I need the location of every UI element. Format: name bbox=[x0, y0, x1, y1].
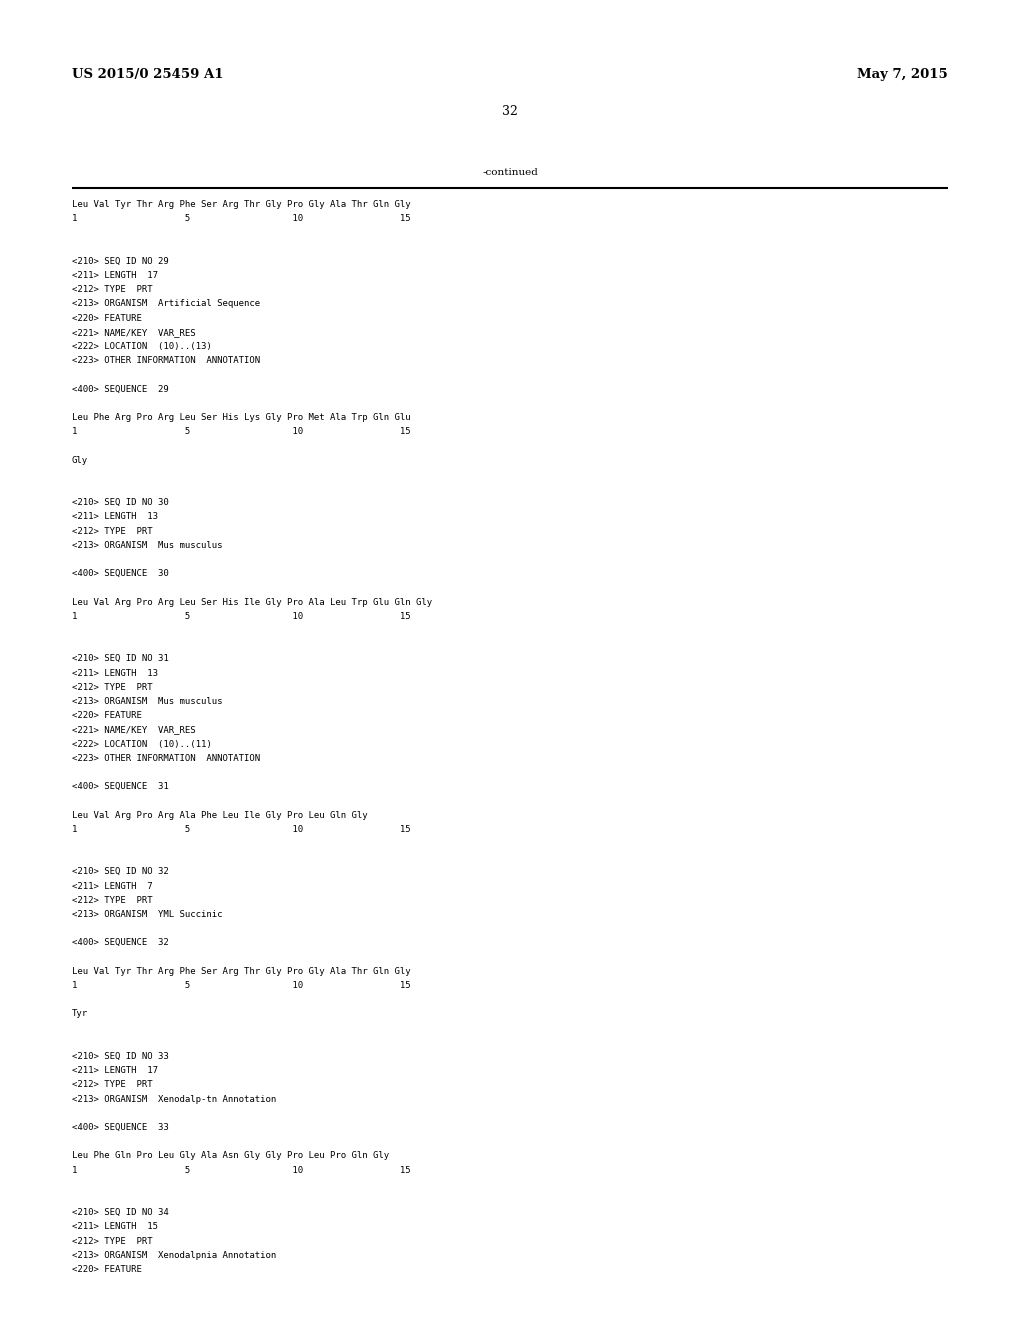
Text: <211> LENGTH  17: <211> LENGTH 17 bbox=[72, 1067, 158, 1076]
Text: <400> SEQUENCE  33: <400> SEQUENCE 33 bbox=[72, 1123, 168, 1133]
Text: 1                    5                   10                  15: 1 5 10 15 bbox=[72, 825, 411, 834]
Text: <223> OTHER INFORMATION  ANNOTATION: <223> OTHER INFORMATION ANNOTATION bbox=[72, 356, 260, 366]
Text: Leu Val Arg Pro Arg Ala Phe Leu Ile Gly Pro Leu Gln Gly: Leu Val Arg Pro Arg Ala Phe Leu Ile Gly … bbox=[72, 810, 367, 820]
Text: <221> NAME/KEY  VAR_RES: <221> NAME/KEY VAR_RES bbox=[72, 327, 196, 337]
Text: Leu Val Tyr Thr Arg Phe Ser Arg Thr Gly Pro Gly Ala Thr Gln Gly: Leu Val Tyr Thr Arg Phe Ser Arg Thr Gly … bbox=[72, 966, 411, 975]
Text: <221> NAME/KEY  VAR_RES: <221> NAME/KEY VAR_RES bbox=[72, 726, 196, 734]
Text: <213> ORGANISM  Artificial Sequence: <213> ORGANISM Artificial Sequence bbox=[72, 300, 260, 309]
Text: US 2015/0 25459 A1: US 2015/0 25459 A1 bbox=[72, 69, 223, 81]
Text: <212> TYPE  PRT: <212> TYPE PRT bbox=[72, 896, 153, 904]
Text: <220> FEATURE: <220> FEATURE bbox=[72, 1265, 142, 1274]
Text: <212> TYPE  PRT: <212> TYPE PRT bbox=[72, 1237, 153, 1246]
Text: <211> LENGTH  15: <211> LENGTH 15 bbox=[72, 1222, 158, 1232]
Text: <212> TYPE  PRT: <212> TYPE PRT bbox=[72, 682, 153, 692]
Text: Leu Phe Arg Pro Arg Leu Ser His Lys Gly Pro Met Ala Trp Gln Glu: Leu Phe Arg Pro Arg Leu Ser His Lys Gly … bbox=[72, 413, 411, 422]
Text: <213> ORGANISM  Xenodalp-tn Annotation: <213> ORGANISM Xenodalp-tn Annotation bbox=[72, 1094, 276, 1104]
Text: <220> FEATURE: <220> FEATURE bbox=[72, 711, 142, 721]
Text: 1                    5                   10                  15: 1 5 10 15 bbox=[72, 1166, 411, 1175]
Text: <210> SEQ ID NO 33: <210> SEQ ID NO 33 bbox=[72, 1052, 168, 1061]
Text: <213> ORGANISM  Mus musculus: <213> ORGANISM Mus musculus bbox=[72, 541, 222, 550]
Text: Leu Val Tyr Thr Arg Phe Ser Arg Thr Gly Pro Gly Ala Thr Gln Gly: Leu Val Tyr Thr Arg Phe Ser Arg Thr Gly … bbox=[72, 201, 411, 209]
Text: <400> SEQUENCE  30: <400> SEQUENCE 30 bbox=[72, 569, 168, 578]
Text: 1                    5                   10                  15: 1 5 10 15 bbox=[72, 981, 411, 990]
Text: May 7, 2015: May 7, 2015 bbox=[856, 69, 947, 81]
Text: Leu Val Arg Pro Arg Leu Ser His Ile Gly Pro Ala Leu Trp Glu Gln Gly: Leu Val Arg Pro Arg Leu Ser His Ile Gly … bbox=[72, 598, 432, 607]
Text: <400> SEQUENCE  32: <400> SEQUENCE 32 bbox=[72, 939, 168, 948]
Text: <400> SEQUENCE  31: <400> SEQUENCE 31 bbox=[72, 783, 168, 791]
Text: 1                    5                   10                  15: 1 5 10 15 bbox=[72, 428, 411, 436]
Text: <220> FEATURE: <220> FEATURE bbox=[72, 314, 142, 322]
Text: <210> SEQ ID NO 29: <210> SEQ ID NO 29 bbox=[72, 257, 168, 265]
Text: Leu Phe Gln Pro Leu Gly Ala Asn Gly Gly Pro Leu Pro Gln Gly: Leu Phe Gln Pro Leu Gly Ala Asn Gly Gly … bbox=[72, 1151, 388, 1160]
Text: <211> LENGTH  17: <211> LENGTH 17 bbox=[72, 271, 158, 280]
Text: <213> ORGANISM  Xenodalpnia Annotation: <213> ORGANISM Xenodalpnia Annotation bbox=[72, 1251, 276, 1259]
Text: <212> TYPE  PRT: <212> TYPE PRT bbox=[72, 1080, 153, 1089]
Text: <212> TYPE  PRT: <212> TYPE PRT bbox=[72, 527, 153, 536]
Text: 1                    5                   10                  15: 1 5 10 15 bbox=[72, 214, 411, 223]
Text: <400> SEQUENCE  29: <400> SEQUENCE 29 bbox=[72, 384, 168, 393]
Text: <210> SEQ ID NO 31: <210> SEQ ID NO 31 bbox=[72, 655, 168, 664]
Text: <223> OTHER INFORMATION  ANNOTATION: <223> OTHER INFORMATION ANNOTATION bbox=[72, 754, 260, 763]
Text: <212> TYPE  PRT: <212> TYPE PRT bbox=[72, 285, 153, 294]
Text: <222> LOCATION  (10)..(13): <222> LOCATION (10)..(13) bbox=[72, 342, 212, 351]
Text: <211> LENGTH  13: <211> LENGTH 13 bbox=[72, 512, 158, 521]
Text: <222> LOCATION  (10)..(11): <222> LOCATION (10)..(11) bbox=[72, 739, 212, 748]
Text: <213> ORGANISM  Mus musculus: <213> ORGANISM Mus musculus bbox=[72, 697, 222, 706]
Text: Gly: Gly bbox=[72, 455, 88, 465]
Text: <210> SEQ ID NO 34: <210> SEQ ID NO 34 bbox=[72, 1208, 168, 1217]
Text: <213> ORGANISM  YML Succinic: <213> ORGANISM YML Succinic bbox=[72, 909, 222, 919]
Text: -continued: -continued bbox=[482, 168, 537, 177]
Text: 32: 32 bbox=[501, 106, 518, 117]
Text: <211> LENGTH  13: <211> LENGTH 13 bbox=[72, 669, 158, 677]
Text: 1                    5                   10                  15: 1 5 10 15 bbox=[72, 611, 411, 620]
Text: <211> LENGTH  7: <211> LENGTH 7 bbox=[72, 882, 153, 891]
Text: <210> SEQ ID NO 32: <210> SEQ ID NO 32 bbox=[72, 867, 168, 876]
Text: Tyr: Tyr bbox=[72, 1010, 88, 1019]
Text: <210> SEQ ID NO 30: <210> SEQ ID NO 30 bbox=[72, 498, 168, 507]
